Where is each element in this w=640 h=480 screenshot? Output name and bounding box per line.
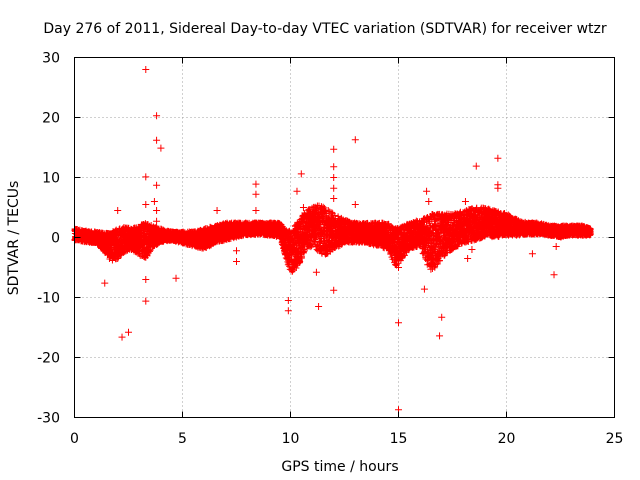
- data-point: [146, 247, 153, 254]
- data-point: [144, 252, 151, 259]
- data-marks: [71, 66, 594, 414]
- chart-title: Day 276 of 2011, Sidereal Day-to-day VTE…: [43, 21, 607, 37]
- data-point: [146, 248, 153, 255]
